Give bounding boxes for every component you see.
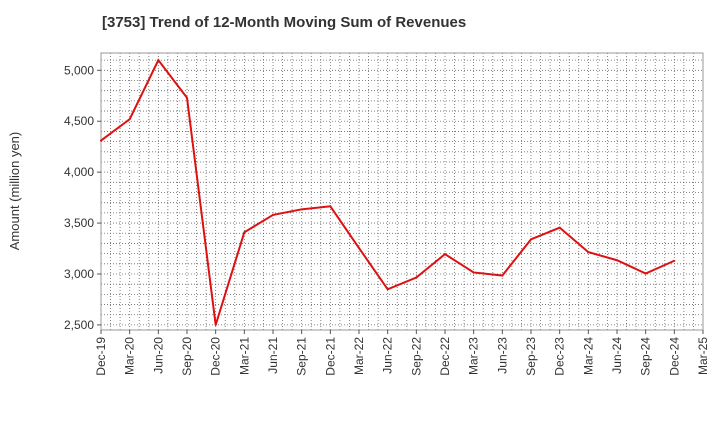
series — [100, 58, 676, 326]
data-point — [530, 238, 532, 241]
data-point — [128, 118, 131, 121]
data-point — [472, 271, 475, 274]
data-point — [673, 259, 676, 262]
data-point — [329, 205, 332, 208]
y-tick-label: 4,000 — [64, 165, 94, 179]
x-tick-label: Dec-24 — [667, 337, 681, 376]
data-point — [214, 323, 217, 326]
data-point — [272, 213, 274, 216]
x-tick-label: Jun-22 — [381, 337, 395, 374]
y-tick-label: 2,500 — [64, 318, 94, 332]
data-point — [644, 272, 647, 275]
data-point — [358, 247, 360, 250]
x-tick-label: Jun-23 — [495, 337, 509, 374]
x-tick-label: Jun-20 — [151, 337, 165, 374]
x-tick-label: Mar-21 — [237, 337, 251, 375]
chart-title: [3753] Trend of 12-Month Moving Sum of R… — [102, 14, 467, 31]
x-tick-label: Mar-23 — [467, 337, 481, 375]
y-tick-label: 3,000 — [64, 267, 94, 281]
plot-area-border — [100, 52, 704, 331]
x-tick-label: Sep-20 — [180, 337, 194, 376]
data-point — [444, 253, 446, 256]
x-tick-label: Sep-23 — [524, 337, 538, 376]
x-tick-label: Sep-21 — [295, 337, 309, 376]
x-tick-label: Sep-22 — [409, 337, 423, 376]
data-point — [501, 274, 504, 277]
x-tick-label: Mar-22 — [352, 337, 366, 375]
data-point — [558, 226, 561, 229]
y-tick-label: 4,500 — [64, 114, 94, 128]
data-point — [587, 251, 590, 254]
data-point — [386, 288, 389, 291]
data-point — [616, 259, 618, 262]
x-tick-label: Mar-24 — [581, 337, 595, 375]
x-tick-label: Sep-24 — [639, 337, 653, 376]
x-tick-label: Dec-20 — [209, 337, 223, 376]
y-axis: 2,500 3,000 3,500 4,000 4,500 5,000 — [64, 63, 101, 332]
y-axis-title: Amount (million yen) — [7, 132, 22, 251]
x-tick-label: Dec-21 — [323, 337, 337, 376]
x-axis: Dec-19 Mar-20 Jun-20 Sep-20 Dec-20 Mar-21 Jun-… — [94, 330, 710, 376]
data-point — [186, 96, 188, 99]
y-tick-label: 3,500 — [64, 216, 94, 230]
data-point — [300, 208, 303, 211]
y-tick-label: 5,000 — [64, 63, 94, 77]
x-tick-label: Mar-25 — [696, 337, 710, 375]
data-point — [100, 139, 102, 142]
x-tick-label: Dec-23 — [553, 337, 567, 376]
series-line — [100, 58, 675, 326]
x-tick-label: Jun-24 — [610, 337, 624, 374]
x-tick-label: Dec-22 — [438, 337, 452, 376]
grid — [101, 53, 703, 330]
data-point — [157, 59, 160, 62]
x-tick-label: Mar-20 — [123, 337, 137, 375]
x-tick-label: Dec-19 — [94, 337, 108, 376]
data-point — [243, 231, 246, 234]
data-point — [415, 276, 418, 279]
x-tick-label: Jun-21 — [266, 337, 280, 374]
